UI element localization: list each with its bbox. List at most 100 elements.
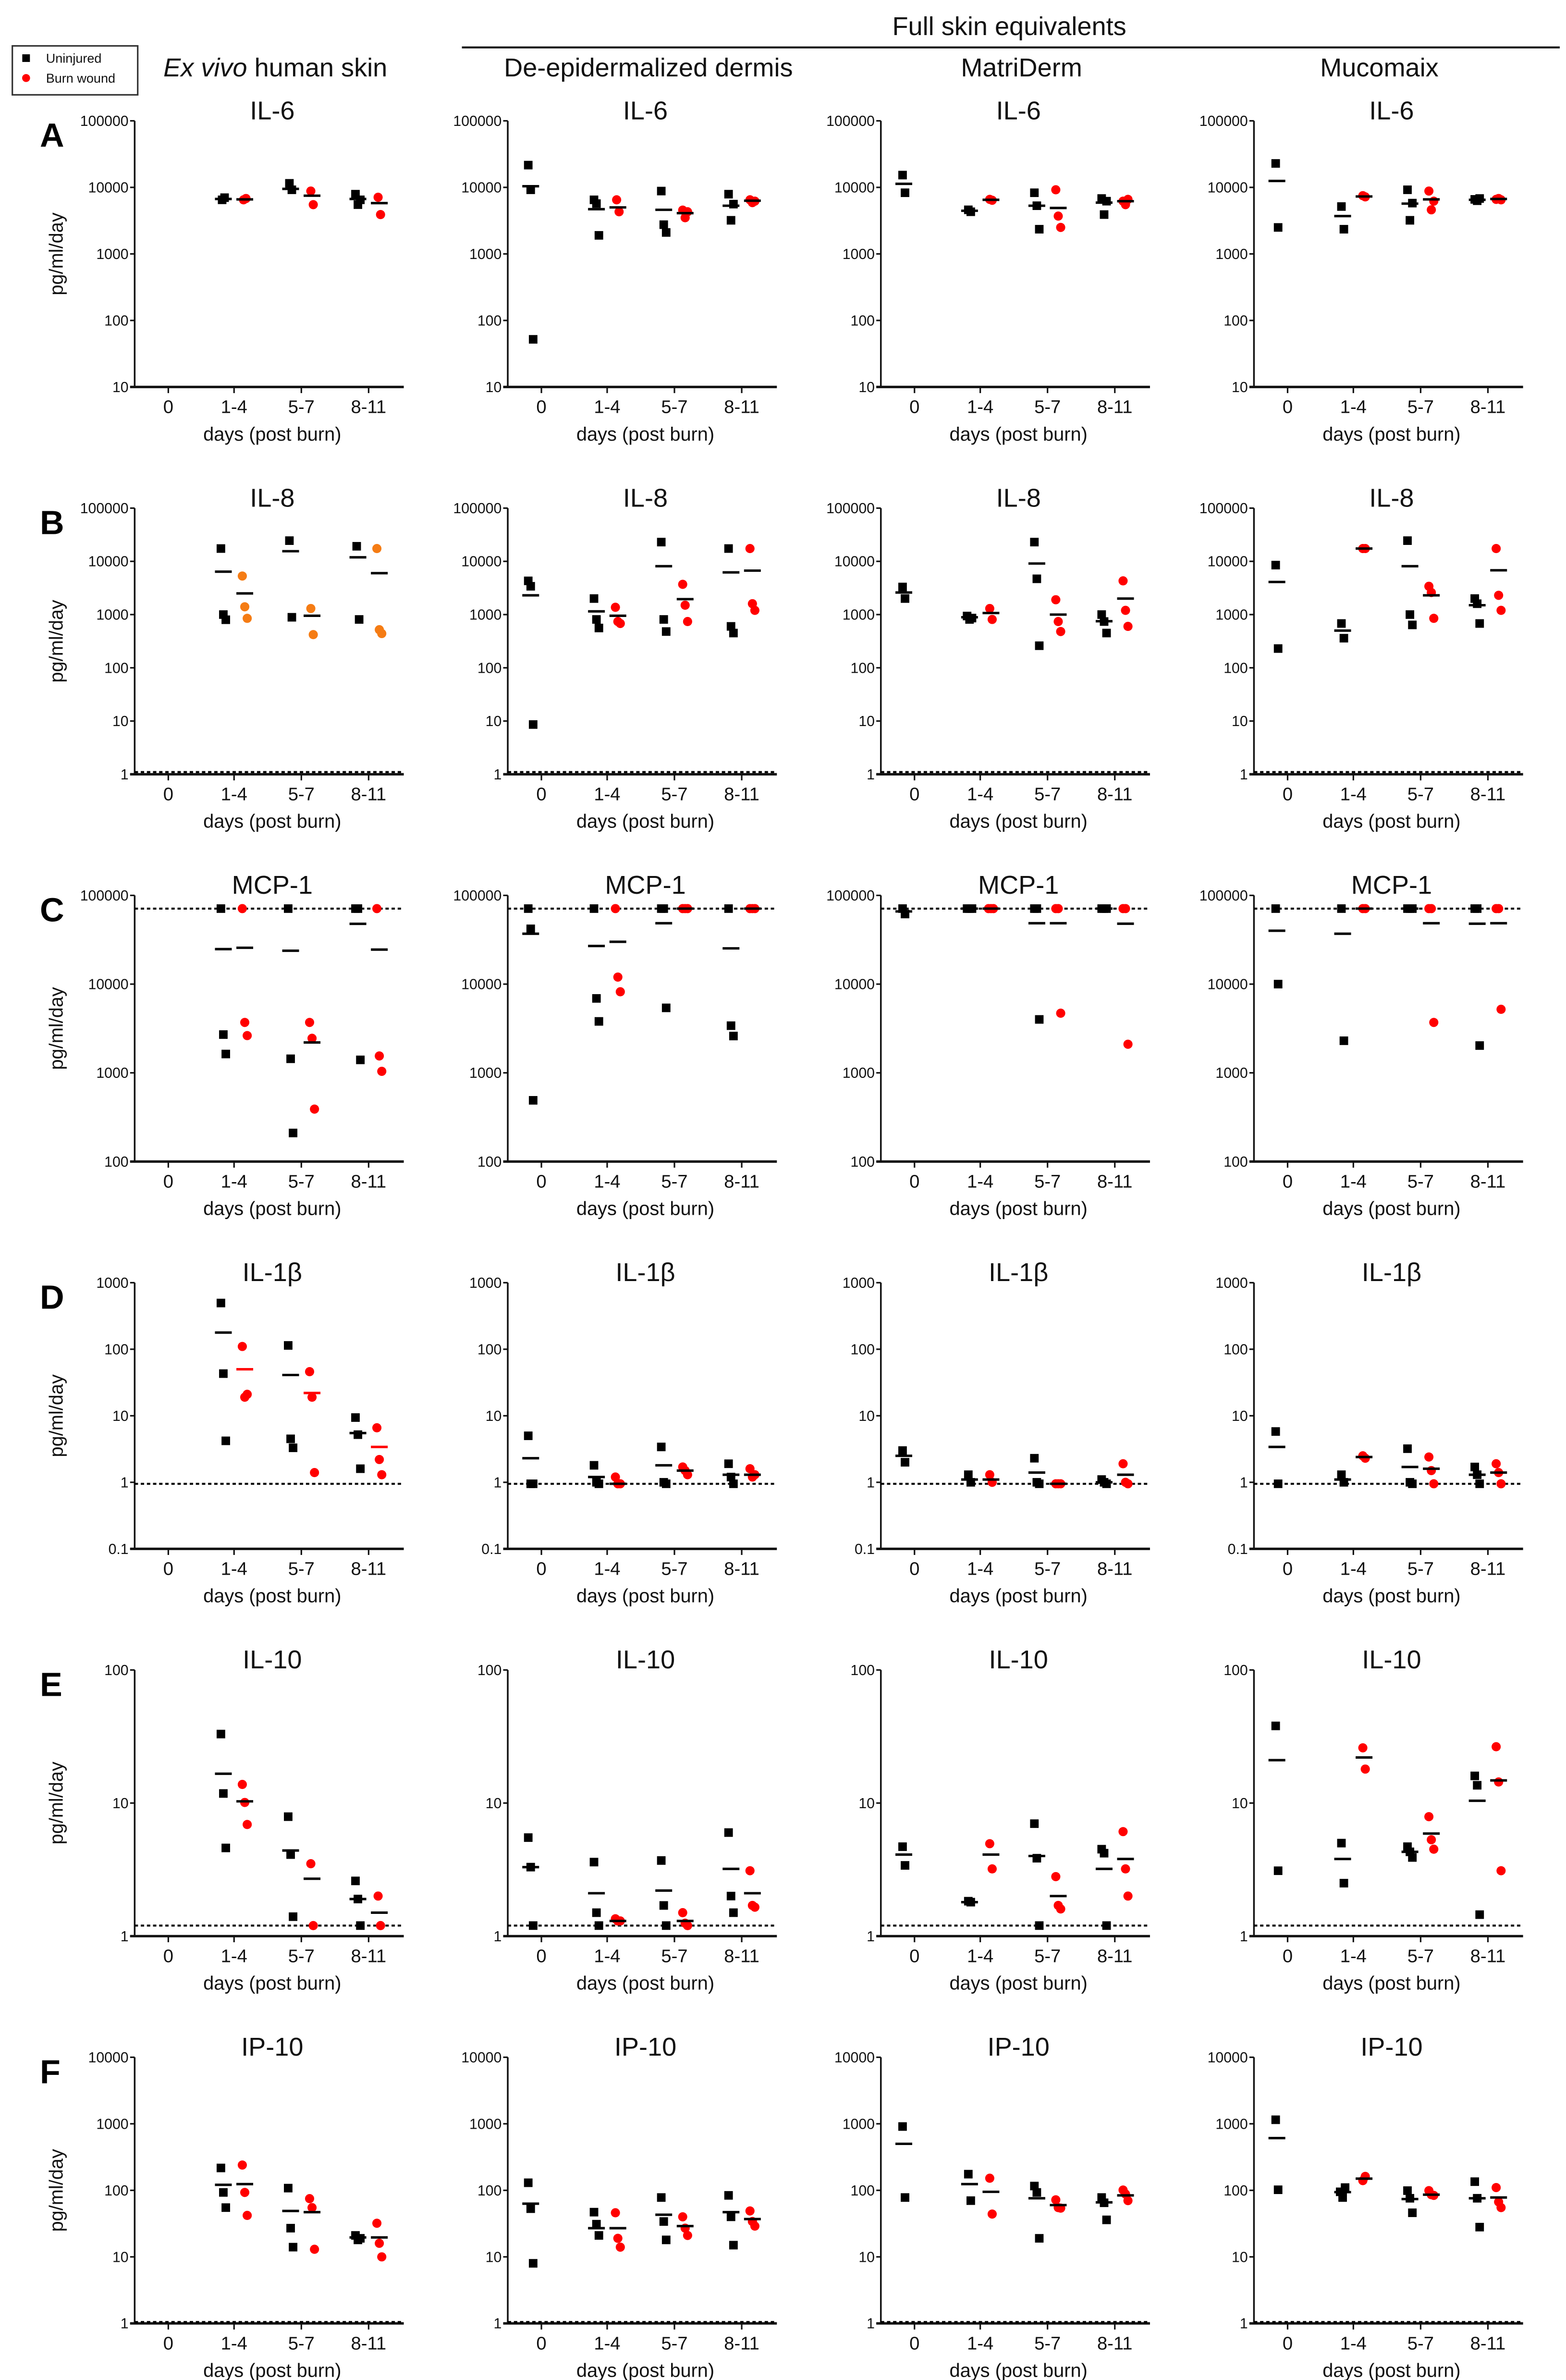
uninjured-point: [729, 2241, 738, 2250]
x-axis-label: days (post burn): [576, 811, 714, 832]
x-tick-label: 1-4: [221, 2333, 247, 2354]
y-tick-label: 100: [104, 1342, 128, 1357]
y-tick-label: 100: [851, 2183, 875, 2199]
x-axis-label: days (post burn): [576, 1973, 714, 1994]
legend-burn-marker: [22, 74, 30, 82]
uninjured-point: [284, 2183, 293, 2193]
uninjured-point: [1035, 641, 1044, 650]
uninjured-point: [657, 538, 666, 547]
burn-wound-point: [237, 904, 247, 913]
burn-wound-point: [1427, 205, 1436, 215]
panel-title: IL-6: [996, 96, 1041, 125]
uninjured-point: [1341, 2183, 1350, 2192]
y-tick-label: 10: [112, 2249, 129, 2265]
burn-wound-point: [237, 1342, 247, 1351]
uninjured-point: [289, 1128, 298, 1137]
x-tick-label: 0: [536, 396, 546, 417]
burn-wound-point: [745, 544, 755, 554]
uninjured-point: [286, 1434, 295, 1443]
x-tick-label: 5-7: [1407, 1946, 1434, 1966]
x-tick-label: 8-11: [1097, 396, 1133, 417]
burn-wound-point: [243, 1031, 252, 1040]
y-tick-label: 100: [1223, 660, 1248, 676]
x-tick-label: 5-7: [661, 2333, 687, 2354]
uninjured-point: [592, 199, 601, 208]
x-tick-label: 8-11: [1097, 2333, 1133, 2354]
burn-wound-point: [1429, 1844, 1439, 1854]
panel-title: IL-10: [1362, 1645, 1421, 1674]
burn-wound-point: [987, 2209, 997, 2219]
panel-title: IL-6: [1369, 96, 1414, 125]
x-tick-label: 1-4: [594, 1946, 620, 1966]
y-tick-label: 100000: [80, 888, 129, 904]
burn-wound-point: [611, 2208, 620, 2218]
uninjured-point: [289, 1912, 298, 1921]
burn-wound-point: [308, 1921, 318, 1930]
uninjured-point: [1339, 634, 1348, 643]
burn-wound-point: [310, 1104, 319, 1114]
y-tick-label: 1000: [469, 247, 502, 262]
uninjured-point: [964, 1470, 973, 1479]
panel-title: MCP-1: [1351, 871, 1432, 900]
uninjured-point: [1271, 1721, 1280, 1730]
x-axis-label: days (post burn): [576, 2360, 714, 2380]
x-tick-label: 8-11: [1470, 396, 1506, 417]
uninjured-point: [1273, 1479, 1283, 1488]
x-axis-label: days (post burn): [950, 2360, 1088, 2380]
burn-wound-point: [306, 604, 316, 613]
uninjured-point: [356, 1464, 365, 1473]
y-tick-label: 100: [104, 1154, 128, 1170]
y-tick-label: 1: [1240, 767, 1248, 783]
y-tick-label: 1000: [469, 1065, 502, 1081]
panel: IL-1β 1000 100 10 1 0.1 0 1-4 5-7 8-11 days (post …: [1215, 1258, 1523, 1607]
y-tick-label: 1: [121, 767, 129, 783]
uninjured-point: [901, 594, 909, 603]
x-tick-label: 5-7: [1407, 1558, 1434, 1579]
uninjured-point: [724, 190, 733, 199]
uninjured-point: [219, 1789, 228, 1798]
x-axis-label: days (post burn): [950, 424, 1088, 445]
x-axis-label: days (post burn): [950, 1586, 1088, 1607]
burn-wound-point: [611, 904, 620, 913]
y-tick-label: 100: [477, 313, 502, 329]
uninjured-point: [286, 2224, 295, 2232]
burn-wound-point: [1056, 1904, 1065, 1914]
panel-title: IP-10: [614, 2033, 676, 2061]
burn-wound-point: [310, 2244, 319, 2254]
y-tick-label: 100: [851, 660, 875, 676]
uninjured-point: [285, 179, 294, 188]
uninjured-point: [221, 1049, 230, 1059]
y-tick-label: 1000: [1215, 247, 1248, 262]
x-tick-label: 5-7: [1034, 1558, 1061, 1579]
legend-uninjured-label: Uninjured: [46, 51, 102, 66]
row-letter: A: [40, 117, 64, 154]
uninjured-point: [729, 199, 738, 209]
x-tick-label: 1-4: [967, 1946, 993, 1966]
uninjured-point: [1403, 536, 1412, 545]
uninjured-point: [1273, 644, 1283, 653]
uninjured-point: [726, 1021, 735, 1030]
uninjured-point: [524, 160, 533, 170]
y-tick-label: 1: [1240, 1475, 1248, 1491]
burn-wound-point: [1496, 605, 1506, 615]
uninjured-point: [287, 613, 296, 622]
burn-wound-point: [1360, 1764, 1370, 1774]
x-tick-label: 8-11: [351, 784, 387, 804]
x-tick-label: 1-4: [594, 1171, 620, 1192]
row-letter: C: [40, 891, 64, 929]
uninjured-point: [1408, 620, 1417, 629]
uninjured-point: [528, 1096, 538, 1105]
uninjured-point: [221, 1436, 230, 1445]
uninjured-point: [1035, 225, 1044, 234]
x-tick-label: 5-7: [1034, 784, 1061, 804]
x-tick-label: 5-7: [661, 396, 687, 417]
uninjured-point: [1271, 1427, 1280, 1436]
uninjured-point: [1273, 1866, 1283, 1875]
x-tick-label: 1-4: [594, 1558, 620, 1579]
burn-wound-point: [1118, 1827, 1128, 1837]
x-axis-label: days (post burn): [203, 424, 341, 445]
